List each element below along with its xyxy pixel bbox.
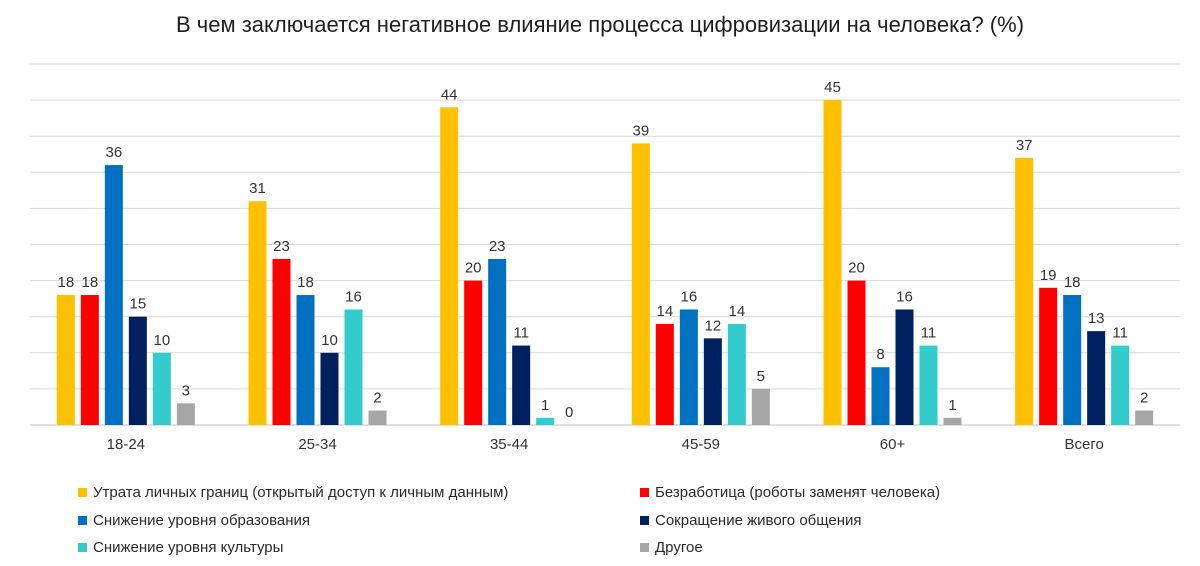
bar-5-6 [1111, 345, 1130, 425]
data-label-3-5: 8 [876, 346, 884, 363]
bar-4-3 [512, 345, 531, 425]
x-tick-label-4: 45-59 [682, 436, 720, 453]
bar-3-1 [104, 165, 123, 425]
bar-6-1 [176, 403, 195, 425]
bar-1-3 [440, 107, 459, 425]
legend-label-series-1: Утрата личных границ (открытый доступ к … [93, 484, 509, 501]
bar-5-5 [919, 345, 938, 425]
legend-swatch-series-4 [640, 516, 649, 525]
data-label-3-2: 18 [297, 274, 314, 291]
bar-1-4 [631, 143, 650, 426]
data-label-6-4: 5 [757, 368, 765, 385]
legend-swatch-series-6 [640, 543, 649, 552]
legend-swatch-series-1 [78, 488, 87, 497]
bar-5-2 [344, 309, 363, 425]
data-label-5-3: 1 [541, 397, 549, 414]
bar-2-2 [272, 258, 291, 425]
data-label-3-1: 36 [105, 144, 122, 161]
legend-label-series-5: Снижение уровня культуры [93, 539, 284, 556]
bar-1-1 [56, 295, 75, 425]
data-label-4-1: 15 [129, 296, 146, 313]
data-label-2-5: 20 [848, 260, 865, 277]
data-label-1-4: 39 [632, 122, 649, 139]
bar-3-5 [871, 367, 890, 425]
bar-3-3 [488, 258, 507, 425]
data-label-6-5: 1 [948, 397, 956, 414]
data-label-2-3: 20 [465, 260, 482, 277]
legend-label-series-4: Сокращение живого общения [655, 512, 862, 529]
legend-item-series-3: Снижение уровня образования [78, 512, 310, 529]
bar-6-4 [751, 388, 770, 425]
bar-2-1 [80, 295, 99, 425]
chart-title: В чем заключается негативное влияние про… [175, 12, 1025, 37]
bar-1-5 [823, 100, 842, 425]
data-label-2-4: 14 [656, 303, 673, 320]
bar-3-2 [296, 295, 315, 425]
data-label-1-2: 31 [249, 180, 266, 197]
data-label-6-3: 0 [565, 404, 573, 421]
data-label-3-6: 18 [1064, 274, 1081, 291]
data-label-2-2: 23 [273, 238, 290, 255]
data-label-5-2: 16 [345, 288, 362, 305]
legend-swatch-series-5 [78, 543, 87, 552]
data-label-4-4: 12 [704, 317, 721, 334]
bar-4-6 [1087, 331, 1106, 425]
x-tick-label-2: 25-34 [298, 436, 336, 453]
data-label-6-1: 3 [182, 382, 190, 399]
bar-2-3 [464, 280, 483, 425]
bar-5-4 [727, 323, 746, 425]
bar-2-5 [847, 280, 866, 425]
data-label-1-1: 18 [57, 274, 74, 291]
bar-1-2 [248, 201, 267, 425]
data-label-3-3: 23 [489, 238, 506, 255]
legend-label-series-6: Другое [655, 539, 703, 556]
x-tick-label-5: 60+ [880, 436, 906, 453]
data-label-4-6: 13 [1088, 310, 1105, 327]
bar-4-2 [320, 352, 339, 425]
data-label-6-6: 2 [1140, 390, 1148, 407]
data-label-5-4: 14 [728, 303, 745, 320]
legend-item-series-4: Сокращение живого общения [640, 512, 862, 529]
data-label-2-1: 18 [81, 274, 98, 291]
bar-3-4 [679, 309, 698, 425]
x-tick-label-6: Всего [1064, 436, 1103, 453]
bar-4-1 [128, 316, 147, 425]
legend-label-series-2: Безработица (роботы заменят человека) [655, 484, 941, 501]
chart-legend: Утрата личных границ (открытый доступ к … [0, 478, 1200, 562]
data-label-1-3: 44 [441, 86, 458, 103]
legend-swatch-series-3 [78, 516, 87, 525]
data-label-4-3: 11 [513, 325, 529, 342]
bar-2-4 [655, 323, 674, 425]
bar-6-5 [943, 417, 962, 425]
legend-item-series-1: Утрата личных границ (открытый доступ к … [78, 484, 508, 501]
data-label-4-5: 16 [896, 288, 913, 305]
data-label-6-2: 2 [373, 390, 381, 407]
data-label-5-5: 11 [921, 325, 937, 342]
legend-item-series-5: Снижение уровня культуры [78, 539, 283, 556]
chart-plot-area: 18 18361510318-243123181016225-3444202311… [30, 63, 1180, 453]
legend-label-series-3: Снижение уровня образования [93, 512, 311, 529]
data-label-1-6: 37 [1016, 137, 1033, 154]
bar-4-5 [895, 309, 914, 425]
legend-swatch-series-2 [640, 488, 649, 497]
data-label-4-2: 10 [321, 332, 338, 349]
data-label-5-1: 10 [153, 332, 170, 349]
legend-item-series-6: Другое [640, 539, 703, 556]
bar-1-6 [1015, 157, 1034, 426]
data-label-1-5: 45 [824, 79, 841, 96]
bar-4-4 [703, 338, 722, 425]
bar-3-6 [1063, 295, 1082, 425]
bar-6-6 [1135, 410, 1154, 425]
legend-item-series-2: Безработица (роботы заменят человека) [640, 484, 940, 501]
data-label-3-4: 16 [680, 288, 697, 305]
data-label-2-6: 19 [1040, 267, 1057, 284]
bar-6-2 [368, 410, 387, 425]
x-tick-label-1: 18-24 [107, 436, 145, 453]
bar-5-3 [536, 417, 555, 425]
bar-2-6 [1039, 287, 1058, 425]
x-tick-label-3: 35-44 [490, 436, 528, 453]
data-label-5-6: 11 [1112, 325, 1128, 342]
bar-5-1 [152, 352, 171, 425]
